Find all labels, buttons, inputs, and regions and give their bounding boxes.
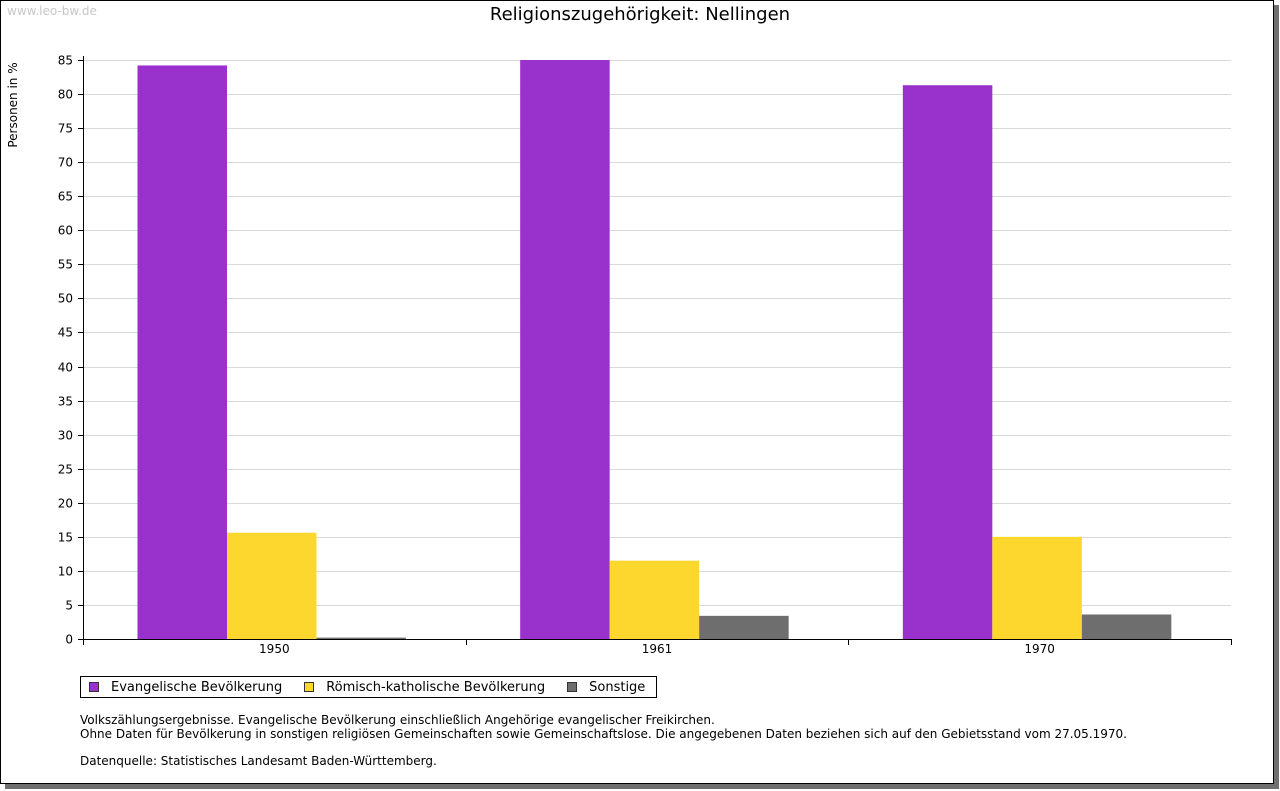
bar-1950-2: [316, 637, 406, 639]
y-tick-label-10: 10: [58, 565, 73, 579]
data-source: Datenquelle: Statistisches Landesamt Bad…: [80, 754, 437, 768]
y-tick-label-75: 75: [58, 122, 73, 136]
y-tick-label-60: 60: [58, 224, 73, 238]
y-tick-label-70: 70: [58, 156, 73, 170]
y-tick-label-80: 80: [58, 88, 73, 102]
y-tick-label-5: 5: [65, 599, 73, 613]
legend: Evangelische Bevölkerung Römisch-katholi…: [80, 676, 658, 698]
y-tick-label-65: 65: [58, 190, 73, 204]
y-tick-label-45: 45: [58, 326, 73, 340]
y-tick-label-85: 85: [58, 54, 73, 68]
y-tick-label-55: 55: [58, 258, 73, 272]
legend-item-evangelisch: Evangelische Bevölkerung: [89, 680, 282, 695]
y-tick-label-35: 35: [58, 395, 73, 409]
legend-label-sonstige: Sonstige: [589, 679, 646, 695]
note-line-2: Ohne Daten für Bevölkerung in sonstigen …: [80, 727, 1127, 741]
y-tick-label-40: 40: [58, 361, 73, 375]
chart-title: Religionszugehörigkeit: Nellingen: [489, 4, 791, 25]
note-line-1: Volkszählungsergebnisse. Evangelische Be…: [80, 713, 715, 727]
bar-1961-1: [609, 560, 700, 639]
bar-1970-2: [1081, 614, 1172, 639]
bar-1970-0: [902, 85, 993, 639]
x-tick-label-1970: 1970: [1024, 642, 1055, 656]
legend-swatch-evangelisch: [89, 682, 99, 692]
legend-item-katholisch: Römisch-katholische Bevölkerung: [304, 680, 545, 695]
chart-notes: Volkszählungsergebnisse. Evangelische Be…: [80, 713, 1127, 768]
bar-1961-2: [699, 615, 789, 639]
y-tick-label-20: 20: [58, 497, 73, 511]
legend-swatch-sonstige: [567, 682, 578, 692]
legend-item-sonstige: Sonstige: [567, 680, 645, 695]
bar-1950-1: [227, 532, 317, 639]
y-tick-label-15: 15: [58, 531, 73, 545]
x-tick-label-1961: 1961: [642, 642, 673, 656]
bar-1970-1: [992, 536, 1082, 639]
bar-1950-0: [137, 65, 227, 640]
y-tick-label-30: 30: [58, 429, 73, 443]
y-tick-label-0: 0: [65, 633, 73, 647]
x-tick-label-1950: 1950: [259, 642, 290, 656]
legend-label-katholisch: Römisch-katholische Bevölkerung: [326, 679, 546, 695]
y-tick-label-50: 50: [58, 292, 73, 306]
watermark: www.leo-bw.de: [7, 4, 97, 18]
bar-1961-0: [520, 60, 610, 639]
legend-label-evangelisch: Evangelische Bevölkerung: [111, 679, 283, 695]
y-tick-label-25: 25: [58, 463, 73, 477]
legend-swatch-katholisch: [304, 682, 315, 692]
